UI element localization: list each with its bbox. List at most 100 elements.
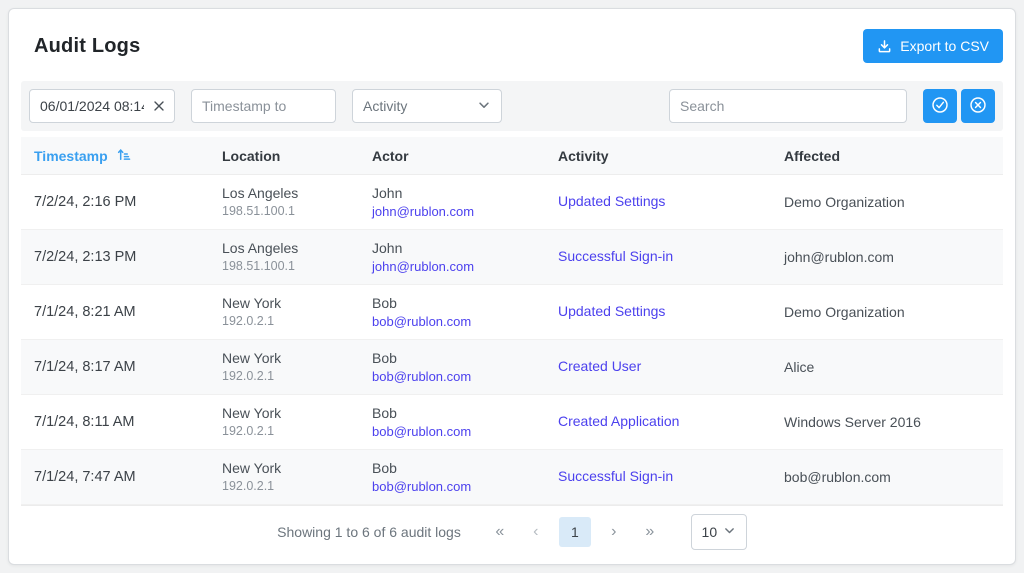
x-circle-icon — [969, 96, 987, 117]
activity-cell: Successful Sign-in — [558, 468, 784, 486]
location-cell: Los Angeles 198.51.100.1 — [222, 239, 372, 275]
filter-bar: Activity — [21, 81, 1003, 131]
location-cell: New York 192.0.2.1 — [222, 294, 372, 330]
page-size-select[interactable]: 10 — [690, 513, 747, 550]
column-header-location: Location — [222, 147, 281, 164]
actor-email-link[interactable]: john@rublon.com — [372, 203, 475, 219]
table-row: 7/2/24, 2:13 PM Los Angeles 198.51.100.1… — [21, 230, 1003, 285]
timestamp-cell: 7/1/24, 7:47 AM — [34, 469, 136, 485]
audit-logs-card: Audit Logs Export to CSV Activity — [8, 8, 1016, 565]
affected-cell: bob@rublon.com — [784, 469, 891, 485]
last-page-button[interactable]: » — [637, 517, 663, 547]
chevron-down-icon — [723, 524, 736, 540]
activity-link[interactable]: Created User — [558, 358, 642, 374]
clear-filters-button[interactable] — [961, 89, 995, 123]
activity-link[interactable]: Updated Settings — [558, 193, 666, 209]
table-row: 7/1/24, 8:11 AM New York 192.0.2.1 Bob b… — [21, 395, 1003, 450]
next-page-button[interactable]: › — [601, 517, 627, 547]
actor-name: Bob — [372, 294, 397, 311]
pagination: « ‹ 1 › » — [487, 516, 663, 547]
affected-cell: john@rublon.com — [784, 249, 894, 265]
page-header: Audit Logs Export to CSV — [21, 29, 1003, 63]
check-circle-icon — [931, 96, 949, 117]
table-row: 7/1/24, 8:17 AM New York 192.0.2.1 Bob b… — [21, 340, 1003, 395]
timestamp-cell: 7/1/24, 8:17 AM — [34, 359, 136, 375]
timestamp-from-input[interactable] — [29, 89, 175, 123]
page-title: Audit Logs — [34, 34, 141, 57]
timestamp-from-wrap — [29, 89, 175, 123]
actor-name: Bob — [372, 459, 397, 476]
location-cell: New York 192.0.2.1 — [222, 459, 372, 495]
actor-email-link[interactable]: bob@rublon.com — [372, 423, 472, 439]
location-city: New York — [222, 350, 282, 366]
chevron-down-icon — [477, 98, 491, 115]
location-city: New York — [222, 295, 282, 311]
location-ip: 192.0.2.1 — [222, 314, 275, 328]
table-row: 7/1/24, 8:21 AM New York 192.0.2.1 Bob b… — [21, 285, 1003, 340]
previous-page-button[interactable]: ‹ — [523, 517, 549, 547]
location-ip: 198.51.100.1 — [222, 204, 295, 218]
timestamp-cell: 7/2/24, 2:16 PM — [34, 194, 137, 210]
audit-logs-table: Timestamp Location Actor Activity Affect… — [21, 137, 1003, 505]
table-header-row: Timestamp Location Actor Activity Affect… — [21, 137, 1003, 175]
column-header-timestamp[interactable]: Timestamp — [21, 147, 222, 165]
activity-select[interactable]: Activity — [352, 89, 502, 123]
activity-cell: Successful Sign-in — [558, 248, 784, 266]
timestamp-header-label: Timestamp — [34, 147, 108, 164]
affected-cell: Demo Organization — [784, 304, 905, 320]
results-summary: Showing 1 to 6 of 6 audit logs — [277, 523, 461, 540]
location-ip: 192.0.2.1 — [222, 424, 275, 438]
first-page-button[interactable]: « — [487, 517, 513, 547]
location-city: Los Angeles — [222, 185, 299, 201]
clear-date-icon[interactable] — [150, 97, 168, 115]
affected-cell: Alice — [784, 359, 815, 375]
export-csv-button[interactable]: Export to CSV — [863, 29, 1003, 63]
timestamp-cell: 7/1/24, 8:11 AM — [34, 414, 135, 430]
activity-select-value: Activity — [363, 98, 408, 114]
actor-email-link[interactable]: bob@rublon.com — [372, 478, 472, 494]
activity-cell: Created Application — [558, 413, 784, 431]
actor-email-link[interactable]: bob@rublon.com — [372, 313, 472, 329]
table-row: 7/1/24, 7:47 AM New York 192.0.2.1 Bob b… — [21, 450, 1003, 505]
location-city: Los Angeles — [222, 240, 299, 256]
actor-cell: John john@rublon.com — [372, 184, 558, 221]
actor-email-link[interactable]: bob@rublon.com — [372, 368, 472, 384]
location-cell: New York 192.0.2.1 — [222, 349, 372, 385]
export-csv-label: Export to CSV — [900, 38, 989, 54]
activity-link[interactable]: Successful Sign-in — [558, 248, 674, 264]
location-ip: 192.0.2.1 — [222, 369, 275, 383]
filter-action-buttons — [923, 89, 995, 123]
affected-cell: Windows Server 2016 — [784, 414, 921, 430]
sort-ascending-icon — [116, 147, 131, 165]
current-page-button[interactable]: 1 — [558, 516, 591, 547]
search-wrap — [669, 89, 907, 123]
timestamp-cell: 7/1/24, 8:21 AM — [34, 304, 136, 320]
actor-cell: Bob bob@rublon.com — [372, 404, 558, 441]
apply-filters-button[interactable] — [923, 89, 957, 123]
activity-link[interactable]: Updated Settings — [558, 303, 666, 319]
location-ip: 192.0.2.1 — [222, 479, 275, 493]
activity-cell: Created User — [558, 358, 784, 376]
activity-cell: Updated Settings — [558, 303, 784, 321]
activity-link[interactable]: Created Application — [558, 413, 680, 429]
search-input[interactable] — [669, 89, 907, 123]
actor-name: Bob — [372, 349, 397, 366]
actor-name: John — [372, 184, 403, 201]
page-size-value: 10 — [701, 523, 718, 540]
actor-cell: John john@rublon.com — [372, 239, 558, 276]
actor-name: John — [372, 239, 403, 256]
location-cell: New York 192.0.2.1 — [222, 404, 372, 440]
table-row: 7/2/24, 2:16 PM Los Angeles 198.51.100.1… — [21, 175, 1003, 230]
activity-link[interactable]: Successful Sign-in — [558, 468, 674, 484]
location-city: New York — [222, 405, 282, 421]
actor-email-link[interactable]: john@rublon.com — [372, 258, 475, 274]
timestamp-to-input[interactable] — [191, 89, 336, 123]
column-header-actor: Actor — [372, 147, 409, 164]
location-city: New York — [222, 460, 282, 476]
activity-cell: Updated Settings — [558, 193, 784, 211]
actor-name: Bob — [372, 404, 397, 421]
affected-cell: Demo Organization — [784, 194, 905, 210]
column-header-affected: Affected — [784, 147, 841, 164]
location-ip: 198.51.100.1 — [222, 259, 295, 273]
timestamp-cell: 7/2/24, 2:13 PM — [34, 249, 137, 265]
